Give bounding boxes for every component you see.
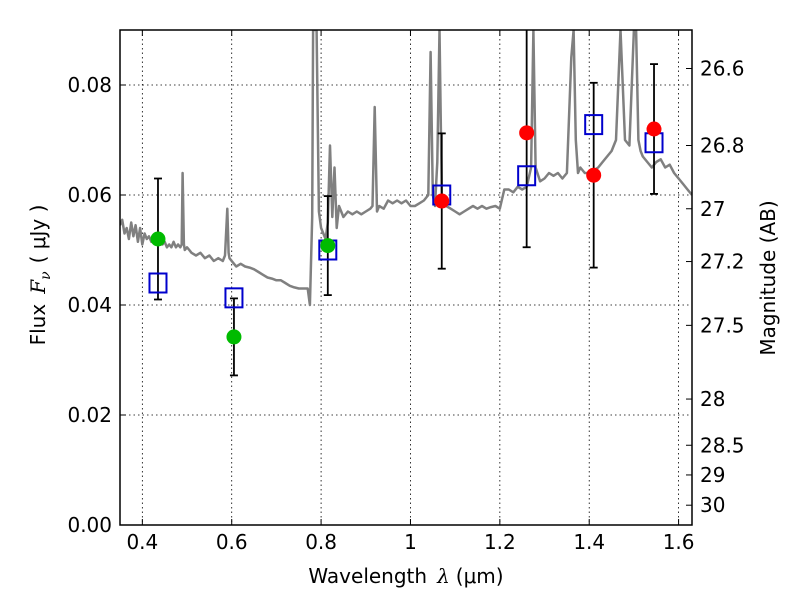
y-tick-label: 0.06 — [67, 183, 112, 207]
magnitude-tick-label: 26.6 — [700, 57, 745, 81]
y-tick-label: 0.02 — [67, 403, 112, 427]
magnitude-tick-label: 27.2 — [700, 250, 745, 274]
photometry-square — [584, 114, 604, 136]
data-point — [320, 238, 336, 254]
magnitude-tick-label: 28.5 — [700, 433, 745, 457]
magnitude-tick-label: 26.8 — [700, 134, 745, 158]
x-tick-label: 1.6 — [663, 530, 695, 554]
magnitude-axis-label: Magnitude (AB) — [756, 200, 780, 355]
magnitude-tick-label: 28 — [700, 387, 725, 411]
grid — [120, 30, 692, 525]
data-point — [150, 231, 166, 247]
x-tick-label: 0.8 — [305, 530, 337, 554]
data-point — [434, 193, 450, 209]
photometry-square — [517, 165, 537, 187]
x-tick-label: 0.6 — [216, 530, 248, 554]
ticks: 0.4 0.6 0.8 1 1.2 1.4 1.6 0.00 0.02 0.04 0.06 0.08 2… — [67, 30, 745, 554]
data-point — [226, 329, 242, 345]
magnitude-tick-label: 27.5 — [700, 313, 745, 337]
x-tick-label: 0.4 — [126, 530, 158, 554]
magnitude-tick-label: 29 — [700, 463, 725, 487]
x-tick-label: 1.2 — [484, 530, 516, 554]
y-tick-label: 0.00 — [67, 513, 112, 537]
photometry-square — [148, 272, 168, 294]
y-axis-label: FluxFν( μJy ) — [26, 205, 54, 346]
magnitude-tick-label: 30 — [700, 493, 725, 517]
data-point — [646, 121, 662, 137]
y-tick-label: 0.04 — [67, 293, 112, 317]
data-point — [586, 167, 602, 183]
axes-frame — [119, 29, 693, 526]
photometry-square — [224, 287, 244, 309]
data-point — [519, 125, 535, 141]
x-tick-label: 1 — [404, 530, 417, 554]
x-axis-label: Wavelength λ (μm) — [308, 564, 503, 588]
spectrum-line — [120, 30, 692, 307]
plot-area — [120, 30, 692, 377]
y-tick-label: 0.08 — [67, 73, 112, 97]
magnitude-tick-label: 27 — [700, 197, 725, 221]
x-tick-label: 1.4 — [573, 530, 605, 554]
